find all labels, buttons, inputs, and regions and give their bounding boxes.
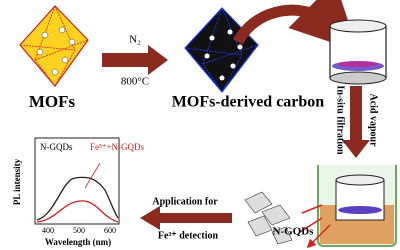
mof-label: MOFs <box>29 92 76 111</box>
x-tick-label: 400 <box>42 226 54 235</box>
product-label: N-GQDs <box>273 226 315 238</box>
gqd-sheets <box>244 191 293 245</box>
filtration-label: In-situ filtration <box>335 85 346 155</box>
series-label: Fe³⁺+N-GQDs <box>90 142 145 152</box>
release-arrow <box>299 204 331 245</box>
x-tick-label: 600 <box>104 226 116 235</box>
application-label: Fe³⁺ detection <box>158 230 219 241</box>
mof-crystal <box>19 5 89 87</box>
arrow <box>140 206 232 230</box>
beaker <box>317 165 397 247</box>
arrow <box>102 45 168 75</box>
curved-arrow <box>233 0 359 52</box>
carbon-crystal <box>184 7 259 93</box>
x-tick-label: 500 <box>73 226 85 235</box>
temperature-label: 800°C <box>121 76 149 88</box>
application-label: Application for <box>152 196 218 207</box>
x-axis-label: Wavelength (nm) <box>45 237 111 247</box>
acid-label: Acid vapour <box>368 93 379 147</box>
arrow <box>342 86 370 158</box>
pl-plot <box>34 137 120 225</box>
series-label: N-GQDs <box>40 142 73 152</box>
filtration-vessel <box>329 19 387 85</box>
gas-label: N₂ <box>129 34 141 46</box>
y-axis-label: PL intensity <box>12 158 22 205</box>
carbon-label: MOFs-derived carbon <box>172 94 325 111</box>
